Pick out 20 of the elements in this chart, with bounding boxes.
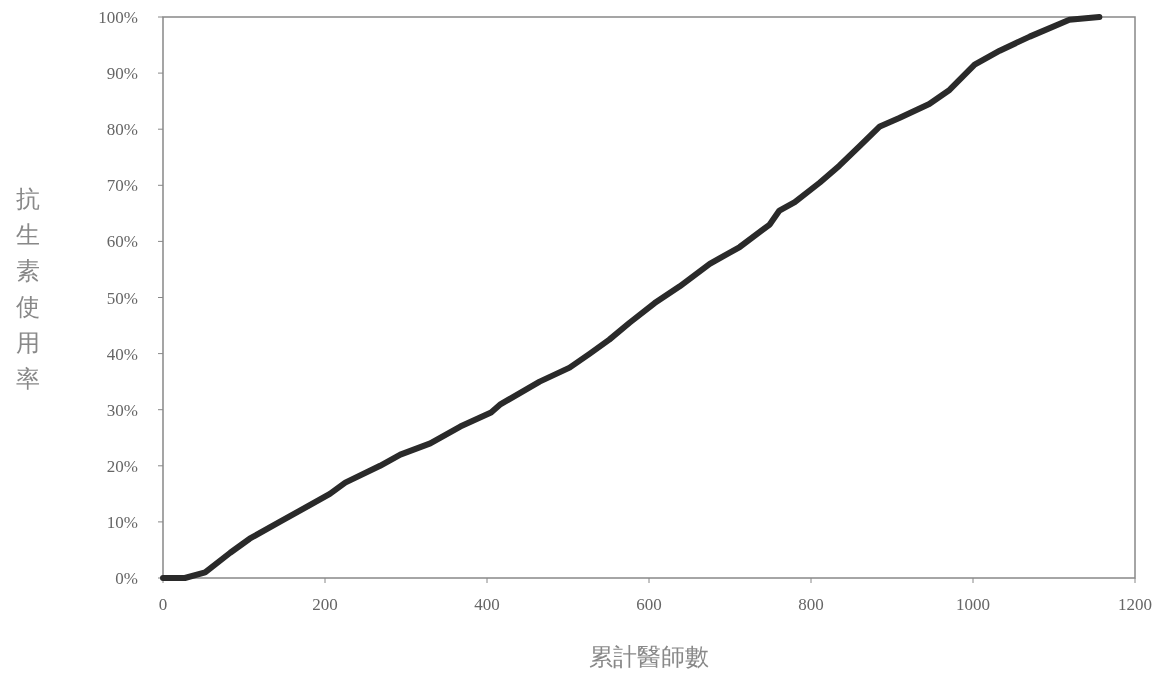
y-tick-label: 10% [106,512,138,532]
x-tick-label: 200 [312,595,338,614]
x-tick-label: 600 [636,595,662,614]
y-tick-label: 0% [115,569,138,588]
y-tick-label: 90% [106,64,138,84]
x-tick-label: 800 [798,595,824,614]
y-tick-label: 70% [106,176,138,196]
x-tick-label: 1000 [956,595,990,614]
x-tick-label: 400 [474,595,500,614]
y-tick-label: 40% [106,344,138,364]
x-tick-label: 1200 [1118,595,1152,614]
y-tick-label: 30% [106,400,138,420]
x-tick-label: 0 [158,595,168,614]
y-tick-label: 50% [106,288,138,308]
y-tick-label: 20% [106,456,138,476]
y-tick-label: 80% [106,120,138,140]
y-tick-label: 100% [98,8,138,27]
y-axis-title: 抗生素使用率 [16,185,40,393]
y-tick-label: 60% [106,232,138,252]
x-axis-title: 累計醫師數 [589,643,709,671]
